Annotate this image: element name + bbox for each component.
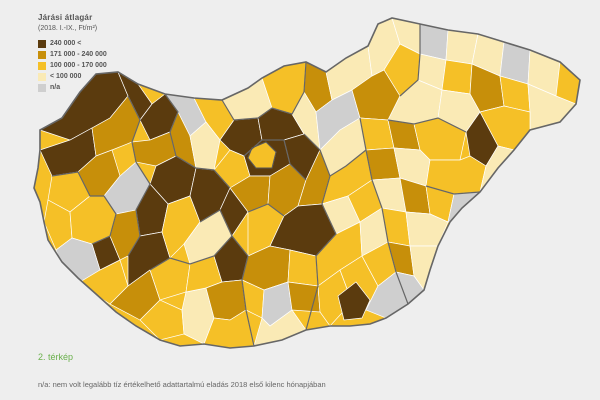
map-caption: 2. térkép (38, 352, 74, 362)
map-footnote: n/a: nem volt legalább tíz értékelhető a… (38, 380, 326, 389)
legend-label: n/a (50, 84, 61, 91)
legend-swatch (38, 83, 46, 92)
legend-item: n/a (38, 82, 107, 93)
legend-subtitle: (2018. I.-IX., Ft/m²) (38, 25, 98, 32)
legend-swatch (38, 50, 46, 59)
legend-item: 171 000 - 240 000 (38, 49, 107, 60)
legend-label: 171 000 - 240 000 (50, 51, 107, 58)
legend-label: 240 000 < (50, 40, 82, 47)
map-legend: Járási átlagár (2018. I.-IX., Ft/m²) 240… (38, 13, 107, 93)
legend-item: 240 000 < (38, 38, 107, 49)
legend-item: 100 000 - 170 000 (38, 60, 107, 71)
legend-swatch (38, 39, 46, 48)
legend-label: 100 000 - 170 000 (50, 62, 107, 69)
legend-swatch (38, 61, 46, 70)
legend-item: < 100 000 (38, 71, 107, 82)
legend-label: < 100 000 (50, 73, 82, 80)
legend-swatch (38, 72, 46, 81)
legend-title: Járási átlagár (38, 13, 93, 22)
